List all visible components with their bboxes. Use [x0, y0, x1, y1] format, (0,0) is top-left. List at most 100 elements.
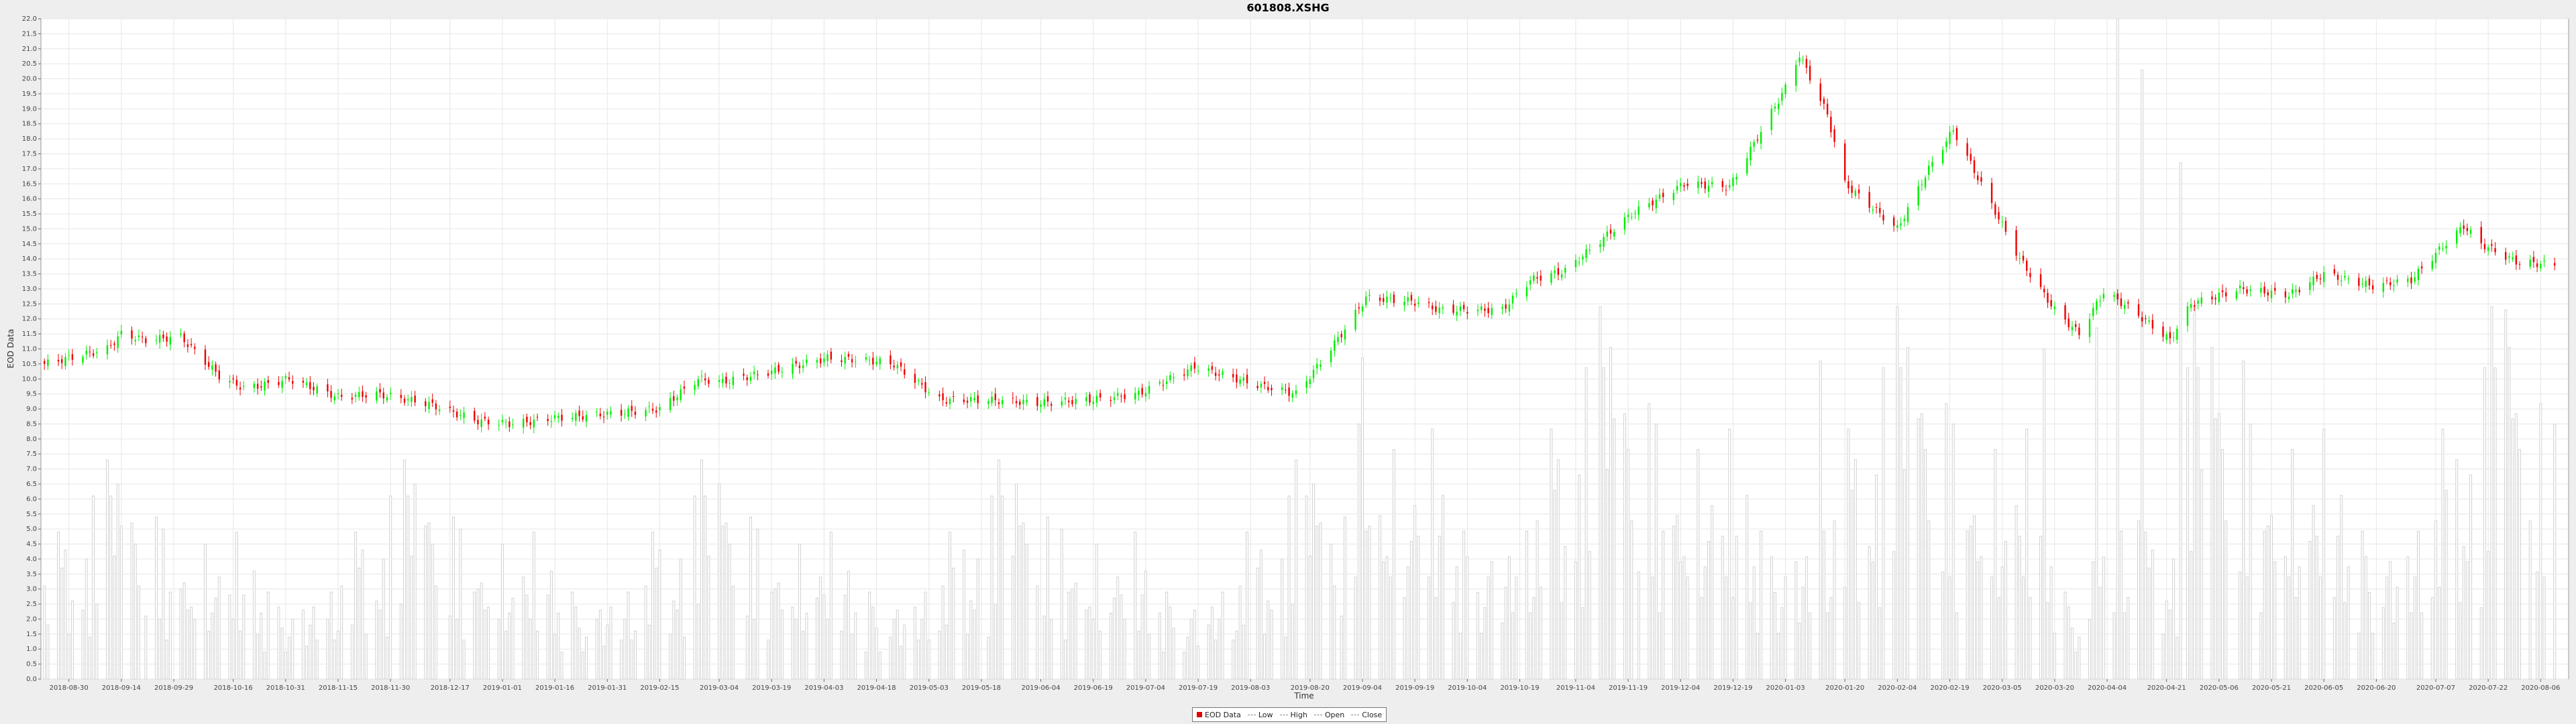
candle-body	[2186, 306, 2189, 326]
candle-body	[425, 401, 427, 406]
volume-bar	[455, 618, 459, 680]
volume-bar	[1259, 549, 1263, 680]
volume-bar	[407, 495, 410, 680]
candle-body	[1344, 329, 1346, 340]
volume-bar	[1409, 540, 1413, 680]
candle-body	[627, 408, 629, 417]
volume-bar	[2098, 587, 2102, 680]
candle-body	[267, 380, 269, 383]
x-tick-label: 2020-04-04	[2088, 684, 2127, 692]
volume-bar	[168, 591, 172, 680]
volume-bar	[2357, 632, 2361, 680]
volume-bar	[193, 618, 197, 680]
volume-bar	[903, 624, 906, 680]
volume-bar	[2553, 423, 2557, 680]
candle-body	[1092, 402, 1094, 404]
candle-body	[330, 391, 332, 398]
candle-body	[890, 355, 892, 365]
candle-body	[2417, 269, 2420, 280]
volume-bar	[1976, 561, 1980, 680]
volume-bar	[165, 640, 168, 680]
candle-body	[1952, 130, 1954, 132]
y-tick-label: 6.5	[26, 481, 37, 488]
volume-bar	[109, 495, 113, 680]
volume-bar	[1651, 577, 1654, 680]
candle-body	[673, 396, 675, 401]
volume-bar	[532, 532, 535, 680]
candle-body	[463, 412, 465, 418]
x-tick-label: 2020-01-20	[1825, 684, 1864, 692]
candle-body	[2029, 273, 2031, 278]
volume-bar	[2029, 597, 2032, 680]
volume-bar	[1330, 544, 1333, 680]
volume-bar	[1050, 618, 1053, 680]
candle-body	[868, 359, 871, 361]
candle-body	[1799, 57, 1801, 62]
candle-body	[117, 336, 119, 348]
volume-bar	[773, 589, 777, 680]
candle-body	[704, 378, 706, 381]
candle-body	[428, 402, 430, 409]
y-tick-label: 1.5	[26, 631, 37, 638]
volume-bar	[336, 630, 339, 680]
y-tick-label: 10.5	[22, 361, 37, 368]
volume-bar	[2015, 505, 2018, 680]
volume-bar	[941, 585, 945, 680]
volume-bar	[158, 618, 162, 680]
candle-body	[455, 412, 458, 418]
candle-body	[1316, 363, 1318, 369]
x-tick-label: 2019-05-18	[962, 684, 1001, 692]
candle-body	[1770, 109, 1772, 131]
x-tick-label: 2020-05-06	[2200, 684, 2239, 692]
volume-bar	[1550, 428, 1553, 680]
volume-bar	[378, 609, 382, 680]
volume-bar	[623, 618, 627, 680]
volume-bar	[179, 589, 182, 680]
candle-body	[351, 398, 354, 400]
candle-body	[260, 386, 262, 387]
volume-bar	[2263, 530, 2266, 680]
volume-bar	[1875, 475, 1878, 680]
volume-bar	[207, 630, 211, 680]
candle-body	[1536, 277, 1538, 279]
candle-body	[2162, 326, 2164, 337]
x-tick-label: 2020-02-04	[1878, 684, 1917, 692]
candle-body	[96, 352, 98, 353]
candle-body	[2396, 279, 2398, 283]
candle-body	[288, 377, 290, 380]
volume-bar	[182, 583, 186, 680]
candle-body	[253, 383, 256, 388]
candle-body	[1823, 99, 1825, 104]
volume-bar	[1312, 483, 1316, 680]
candle-body	[1819, 83, 1821, 101]
volume-bar	[1071, 589, 1074, 680]
volume-bar	[242, 595, 246, 680]
candle-body	[327, 384, 329, 391]
volume-bar	[1169, 607, 1172, 680]
volume-bar	[1749, 602, 1752, 680]
candle-body	[550, 421, 553, 422]
candle-body	[389, 393, 392, 395]
volume-bar	[2193, 306, 2196, 680]
candle-body	[1574, 259, 1577, 267]
volume-bar	[1476, 592, 1479, 680]
volume-bar	[1902, 469, 1906, 680]
candle-body	[1501, 307, 1503, 309]
candle-body	[1529, 280, 1532, 285]
volume-bar	[1672, 526, 1675, 680]
volume-bar	[602, 646, 606, 680]
volume-bar	[1969, 526, 1972, 680]
y-tick-label: 7.0	[26, 466, 37, 473]
x-tick-label: 2018-12-17	[431, 684, 470, 692]
volume-bar	[1382, 561, 1385, 680]
candle-body	[281, 381, 283, 388]
volume-bar	[2462, 546, 2465, 680]
volume-bar	[2070, 627, 2074, 680]
volume-bar	[385, 636, 388, 680]
candle-body	[1858, 189, 1860, 194]
candle-body	[169, 337, 172, 345]
volume-bar	[2294, 597, 2298, 680]
candle-body	[1061, 401, 1063, 406]
candle-body	[1613, 231, 1615, 237]
volume-bar	[864, 652, 867, 680]
